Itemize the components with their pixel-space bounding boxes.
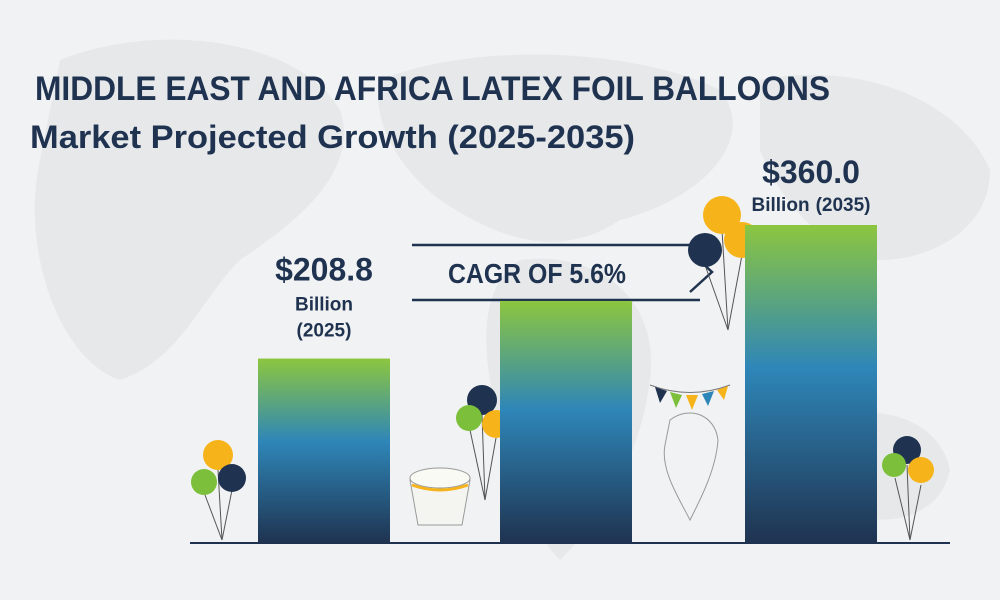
x-tick-label: (2025) bbox=[297, 321, 352, 342]
africa-outline bbox=[663, 412, 719, 522]
chart-subtitle: Market Projected Growth (2025-2035) bbox=[30, 119, 635, 155]
bar bbox=[258, 358, 390, 543]
bunting bbox=[649, 384, 731, 410]
x-tick-label: (2035) bbox=[816, 195, 871, 216]
unit-label: Billion bbox=[752, 195, 810, 216]
category-label: Billion (2035) bbox=[752, 195, 871, 216]
cake bbox=[409, 467, 471, 526]
value-label: $208.8 bbox=[275, 252, 373, 288]
unit-label: Billion bbox=[295, 295, 353, 316]
chart-title: MIDDLE EAST AND AFRICA LATEX FOIL BALLOO… bbox=[35, 70, 830, 108]
value-label: $360.0 bbox=[762, 154, 860, 190]
bar bbox=[745, 225, 877, 543]
cagr-label: CAGR OF 5.6% bbox=[448, 258, 626, 289]
bar bbox=[500, 300, 632, 543]
